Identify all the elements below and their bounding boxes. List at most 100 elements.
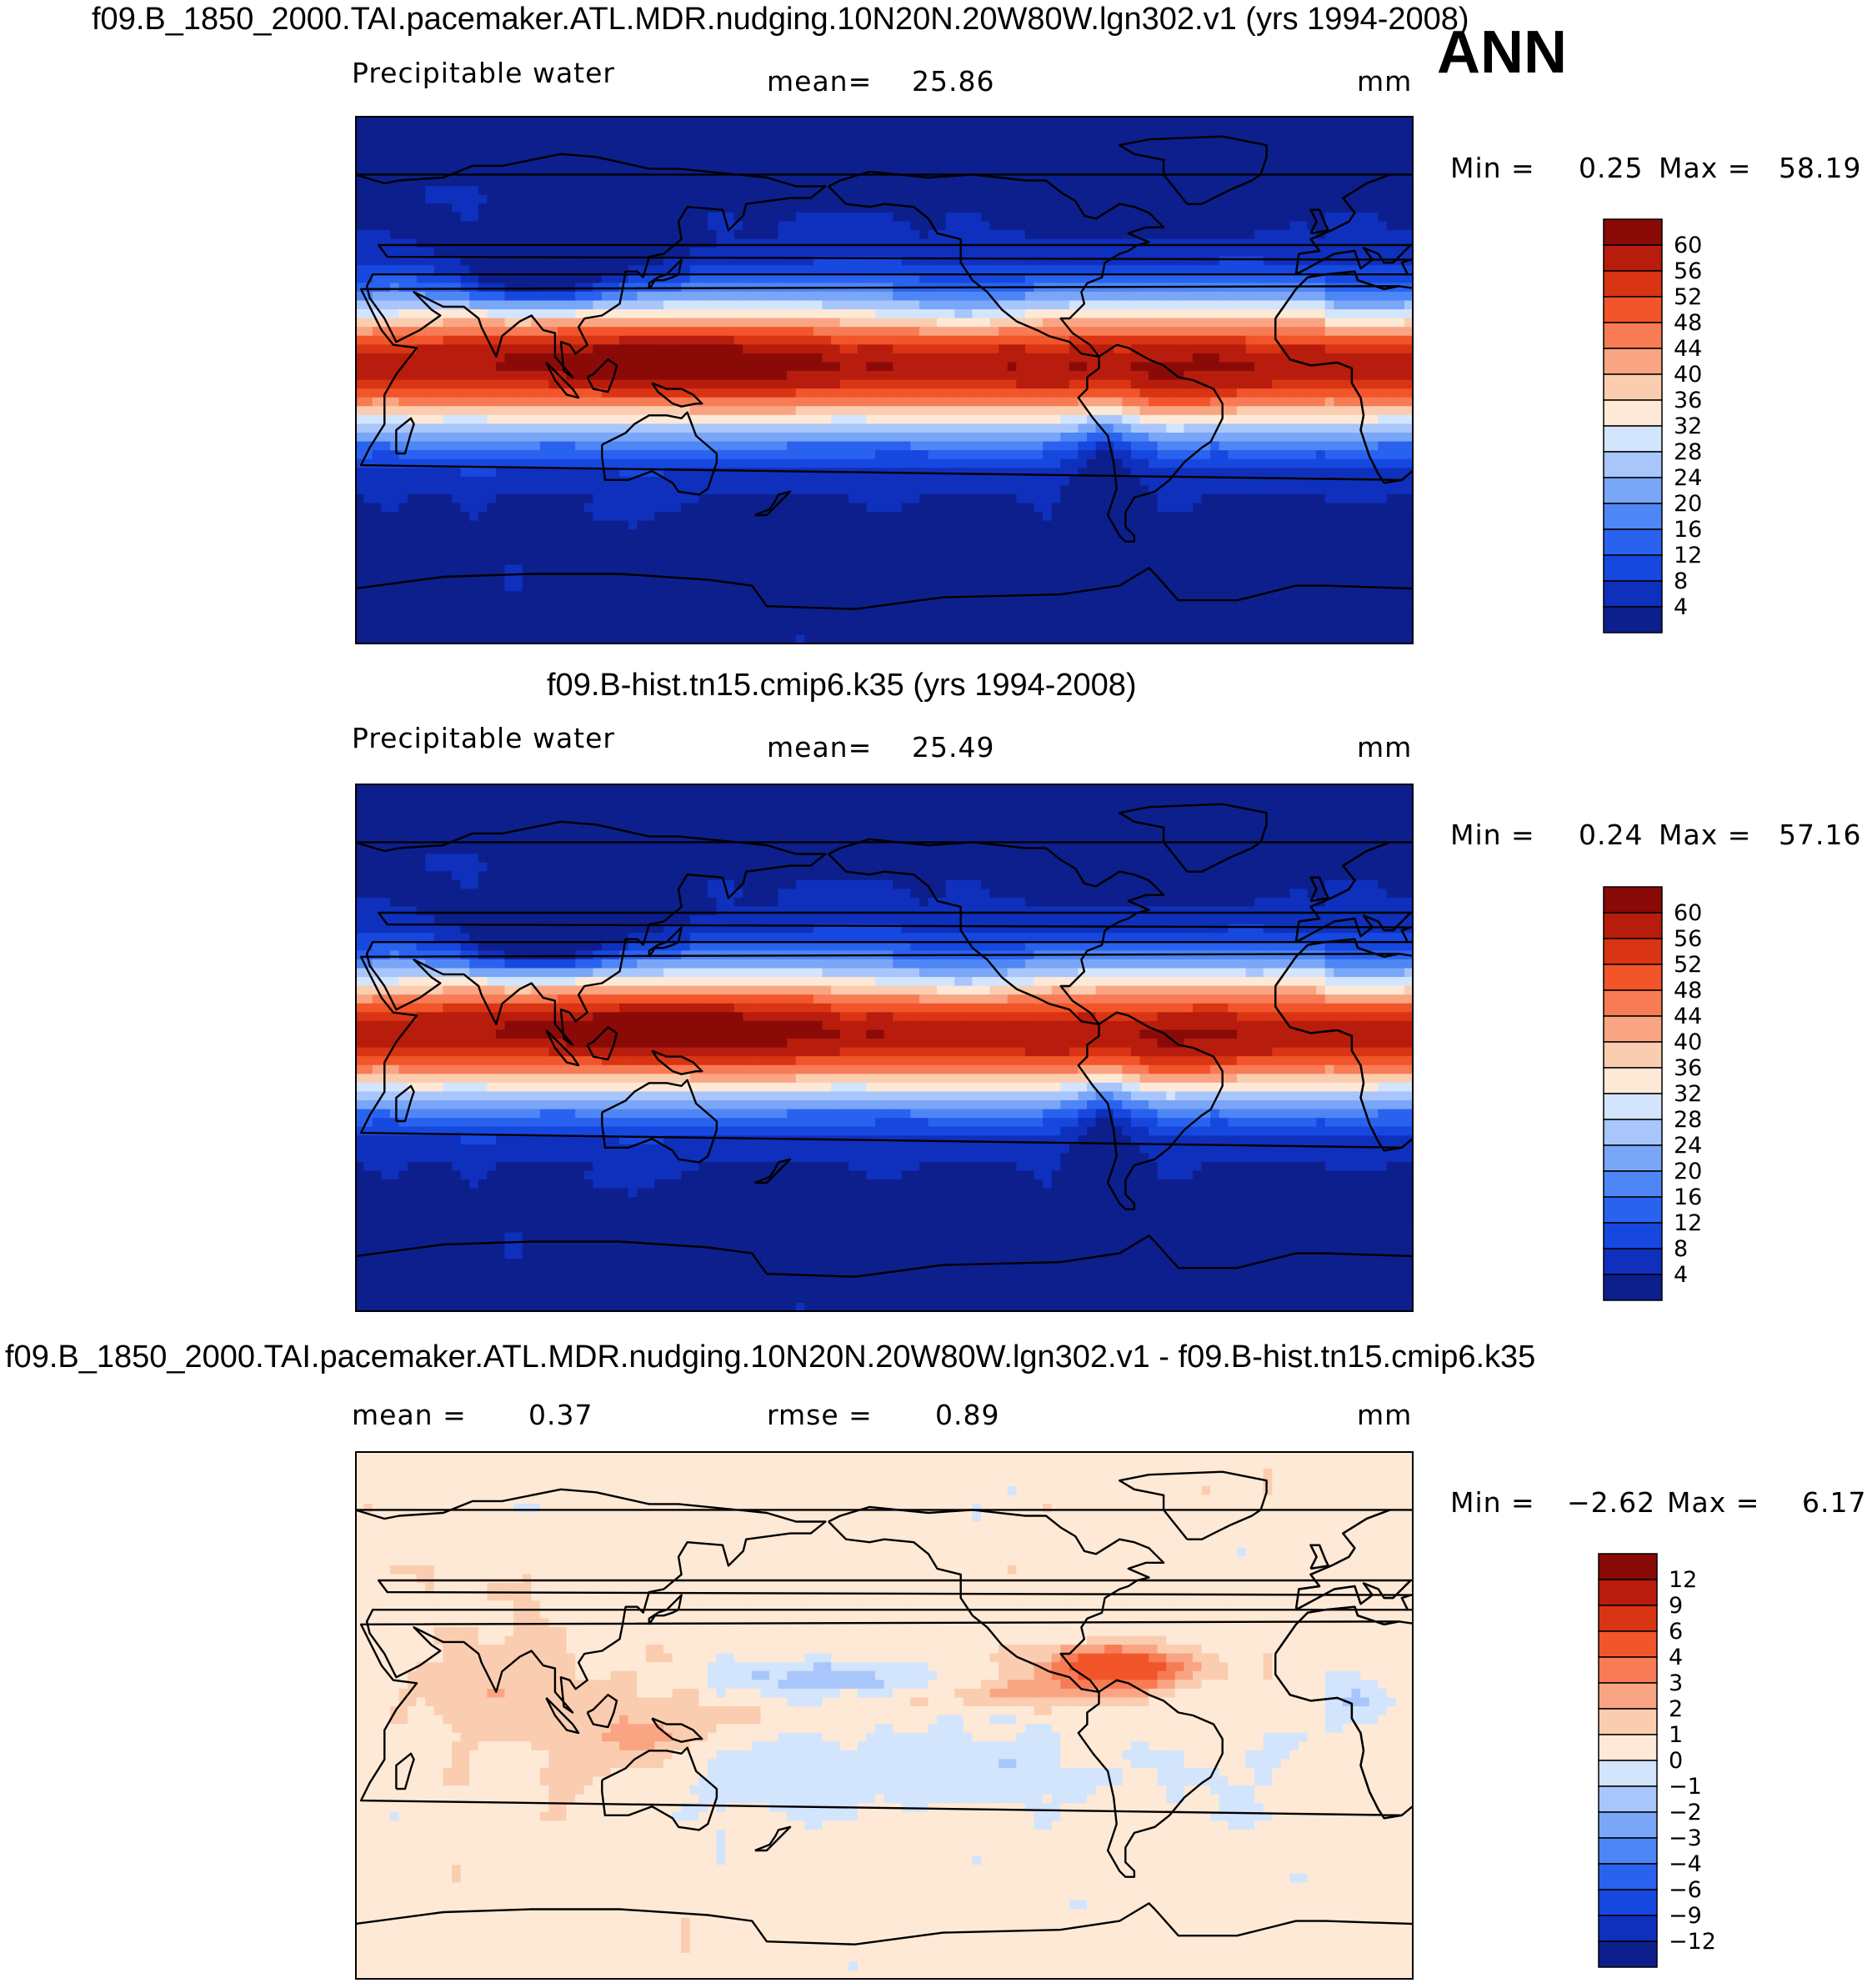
- panel2-colorbar-tick-label: 36: [1674, 1055, 1702, 1081]
- panel2-mean-value: 25.49: [912, 731, 994, 764]
- panel3-colorbar-swatch: [1598, 1760, 1658, 1787]
- panel2-map-frame: [355, 784, 1414, 1312]
- panel1-min-value: 0.25: [1579, 152, 1643, 184]
- panel1-mean-label: mean=: [767, 65, 872, 98]
- panel2-colorbar-tick-label: 16: [1674, 1184, 1702, 1210]
- panel1-max-label: Max =: [1659, 152, 1751, 184]
- panel3-colorbar-swatch: [1598, 1734, 1658, 1761]
- panel2-colorbar-tick-label: 4: [1674, 1262, 1688, 1288]
- panel3-colorbar-tick-label: 2: [1669, 1696, 1683, 1722]
- panel1-colorbar-swatch: [1603, 580, 1663, 608]
- panel3-colorbar-tick-label: −3: [1669, 1825, 1702, 1851]
- panel3-colorbar-tick-label: 6: [1669, 1619, 1683, 1645]
- panel2-colorbar-tick-label: 48: [1674, 978, 1702, 1004]
- panel1-colorbar-tick-label: 32: [1674, 413, 1702, 439]
- panel2-colorbar-tick-label: 56: [1674, 926, 1702, 952]
- panel1-colorbar-swatch: [1603, 528, 1663, 556]
- panel1-max-value: 58.19: [1779, 152, 1861, 184]
- panel1-colorbar-swatch: [1603, 477, 1663, 504]
- panel1-colorbar-swatch: [1603, 270, 1663, 298]
- panel2-map: [355, 784, 1414, 1312]
- panel3-max-label: Max =: [1667, 1486, 1759, 1519]
- panel1-min-label: Min =: [1450, 152, 1535, 184]
- panel2-colorbar-swatch: [1603, 1196, 1663, 1224]
- panel1-map-field: [355, 116, 1414, 644]
- panel3-colorbar-tick-label: 12: [1669, 1567, 1697, 1593]
- panel3-max-value: 6.17: [1802, 1486, 1866, 1519]
- panel3-colorbar-swatch: [1598, 1863, 1658, 1890]
- panel2-title: f09.B-hist.tn15.cmip6.k35 (yrs 1994-2008…: [547, 668, 1137, 704]
- panel3-mean-label: mean =: [352, 1399, 467, 1431]
- panel1-colorbar-swatch: [1603, 503, 1663, 530]
- panel1-colorbar-tick-label: 44: [1674, 336, 1702, 362]
- panel2-colorbar-tick-label: 8: [1674, 1236, 1688, 1262]
- panel1-colorbar-tick-label: 24: [1674, 465, 1702, 491]
- panel1-colorbar-tick-label: 8: [1674, 568, 1688, 594]
- panel2-colorbar-swatch: [1603, 1248, 1663, 1275]
- panel3-colorbar-swatch: [1598, 1630, 1658, 1658]
- panel3-colorbar-swatch: [1598, 1553, 1658, 1580]
- panel3-map-frame: [355, 1451, 1414, 1980]
- panel3-colorbar-swatch: [1598, 1708, 1658, 1735]
- panel3-colorbar-swatch: [1598, 1656, 1658, 1684]
- panel1-colorbar-tick-label: 48: [1674, 310, 1702, 336]
- panel3-units: mm: [1357, 1399, 1412, 1431]
- panel3-colorbar-swatch: [1598, 1579, 1658, 1606]
- panel2-max-value: 57.16: [1779, 819, 1861, 851]
- panel3-title: f09.B_1850_2000.TAI.pacemaker.ATL.MDR.nu…: [5, 1340, 1535, 1375]
- panel3-colorbar-tick-label: −12: [1669, 1929, 1716, 1955]
- panel2-colorbar-swatch: [1603, 1170, 1663, 1198]
- panel2-colorbar-swatch: [1603, 1015, 1663, 1043]
- panel2-colorbar-swatch: [1603, 1274, 1663, 1301]
- panel1-colorbar-tick-label: 60: [1674, 233, 1702, 258]
- panel1-variable: Precipitable water: [352, 57, 615, 89]
- panel2-map-field: [355, 784, 1414, 1312]
- panel2-max-label: Max =: [1659, 819, 1751, 851]
- panel1-colorbar-swatch: [1603, 373, 1663, 401]
- panel1-map-coastlines: [355, 135, 1414, 610]
- panel1-title: f09.B_1850_2000.TAI.pacemaker.ATL.MDR.nu…: [92, 2, 1469, 38]
- panel2-colorbar-swatch: [1603, 1041, 1663, 1069]
- panel1-colorbar-swatch: [1603, 218, 1663, 246]
- panel1-colorbar-swatch: [1603, 348, 1663, 375]
- panel3-colorbar-swatch: [1598, 1940, 1658, 1968]
- panel2-min-value: 0.24: [1579, 819, 1643, 851]
- panel1-mean-value: 25.86: [912, 65, 994, 98]
- panel3-rmse-value: 0.89: [935, 1399, 999, 1431]
- panel3-min-label: Min =: [1450, 1486, 1535, 1519]
- panel3-mean-value: 0.37: [528, 1399, 593, 1431]
- panel1-map: [355, 116, 1414, 644]
- panel3-colorbar-swatch: [1598, 1837, 1658, 1865]
- panel2-colorbar-tick-label: 28: [1674, 1107, 1702, 1133]
- panel1-colorbar-tick-label: 56: [1674, 258, 1702, 284]
- panel2-colorbar-tick-label: 52: [1674, 952, 1702, 978]
- panel3-colorbar-swatch: [1598, 1915, 1658, 1942]
- panel1-colorbar-swatch: [1603, 399, 1663, 427]
- panel1-colorbar-swatch: [1603, 296, 1663, 323]
- panel3-map-field: [355, 1451, 1414, 1980]
- panel1-map-frame: [355, 116, 1414, 644]
- panel2-colorbar-tick-label: 12: [1674, 1210, 1702, 1236]
- panel1-colorbar-swatch: [1603, 554, 1663, 582]
- panel2-colorbar-tick-label: 24: [1674, 1133, 1702, 1159]
- panel2-min-label: Min =: [1450, 819, 1535, 851]
- panel2-colorbar-swatch: [1603, 886, 1663, 914]
- panel3-colorbar-tick-label: 1: [1669, 1722, 1683, 1748]
- panel1-colorbar-tick-label: 36: [1674, 388, 1702, 413]
- panel2-colorbar-swatch: [1603, 1222, 1663, 1249]
- panel1-colorbar-tick-label: 20: [1674, 491, 1702, 517]
- panel2-map-coastlines: [355, 803, 1414, 1278]
- panel2-variable: Precipitable water: [352, 722, 615, 754]
- panel1-colorbar-swatch: [1603, 322, 1663, 349]
- panel1-colorbar-tick-label: 16: [1674, 517, 1702, 543]
- panel3-colorbar-swatch: [1598, 1682, 1658, 1710]
- panel2-colorbar-swatch: [1603, 1093, 1663, 1120]
- panel3-colorbar-swatch: [1598, 1605, 1658, 1632]
- panel3-map: [355, 1451, 1414, 1980]
- panel2-colorbar-swatch: [1603, 938, 1663, 965]
- panel2-colorbar-tick-label: 20: [1674, 1159, 1702, 1184]
- panel3-colorbar-tick-label: 3: [1669, 1670, 1683, 1696]
- panel2-colorbar-tick-label: 60: [1674, 900, 1702, 926]
